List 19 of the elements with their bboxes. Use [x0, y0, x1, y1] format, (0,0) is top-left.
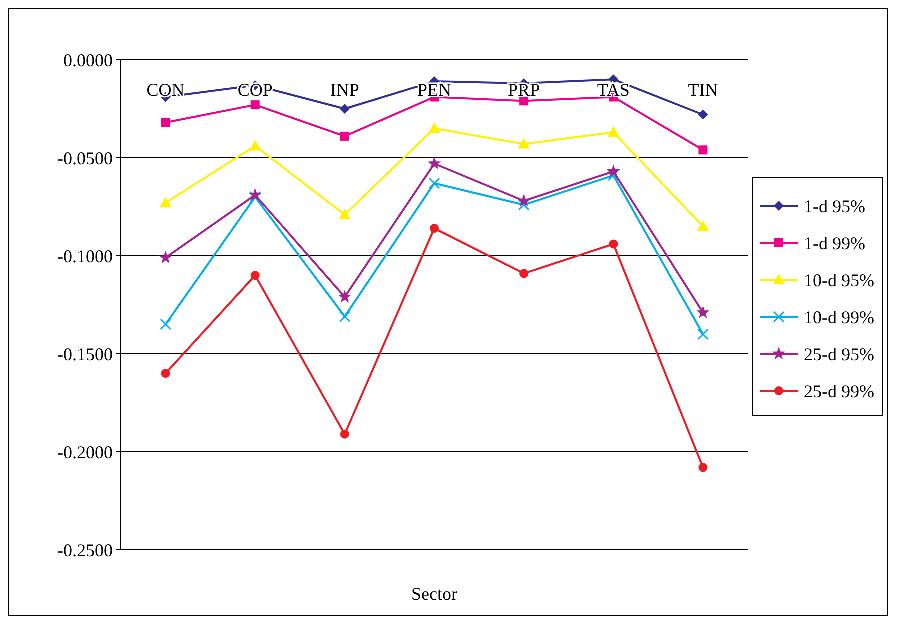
x-tick-label: TAS: [597, 80, 630, 100]
y-tick-label: -0.0500: [58, 148, 113, 168]
y-tick-label: -0.2500: [58, 540, 113, 560]
y-tick-label: -0.1000: [58, 246, 113, 266]
x-tick-label: PEN: [417, 80, 452, 100]
x-tick-label: INP: [330, 80, 360, 100]
x-tick-label: PRP: [508, 80, 540, 100]
legend-label: 1-d 95%: [804, 196, 866, 216]
legend-label: 25-d 99%: [804, 381, 874, 402]
legend-label: 1-d 99%: [804, 233, 866, 254]
x-axis-title: Sector: [412, 584, 458, 604]
x-tick-label: CON: [146, 80, 185, 100]
x-tick-label: TIN: [688, 80, 718, 100]
y-tick-label: 0.0000: [64, 50, 113, 70]
legend-label: 10-d 99%: [804, 307, 874, 328]
y-tick-label: -0.1500: [58, 344, 113, 364]
legend-label: 25-d 95%: [804, 344, 874, 364]
legend-label: 10-d 95%: [804, 270, 874, 290]
y-tick-label: -0.2000: [58, 442, 113, 462]
